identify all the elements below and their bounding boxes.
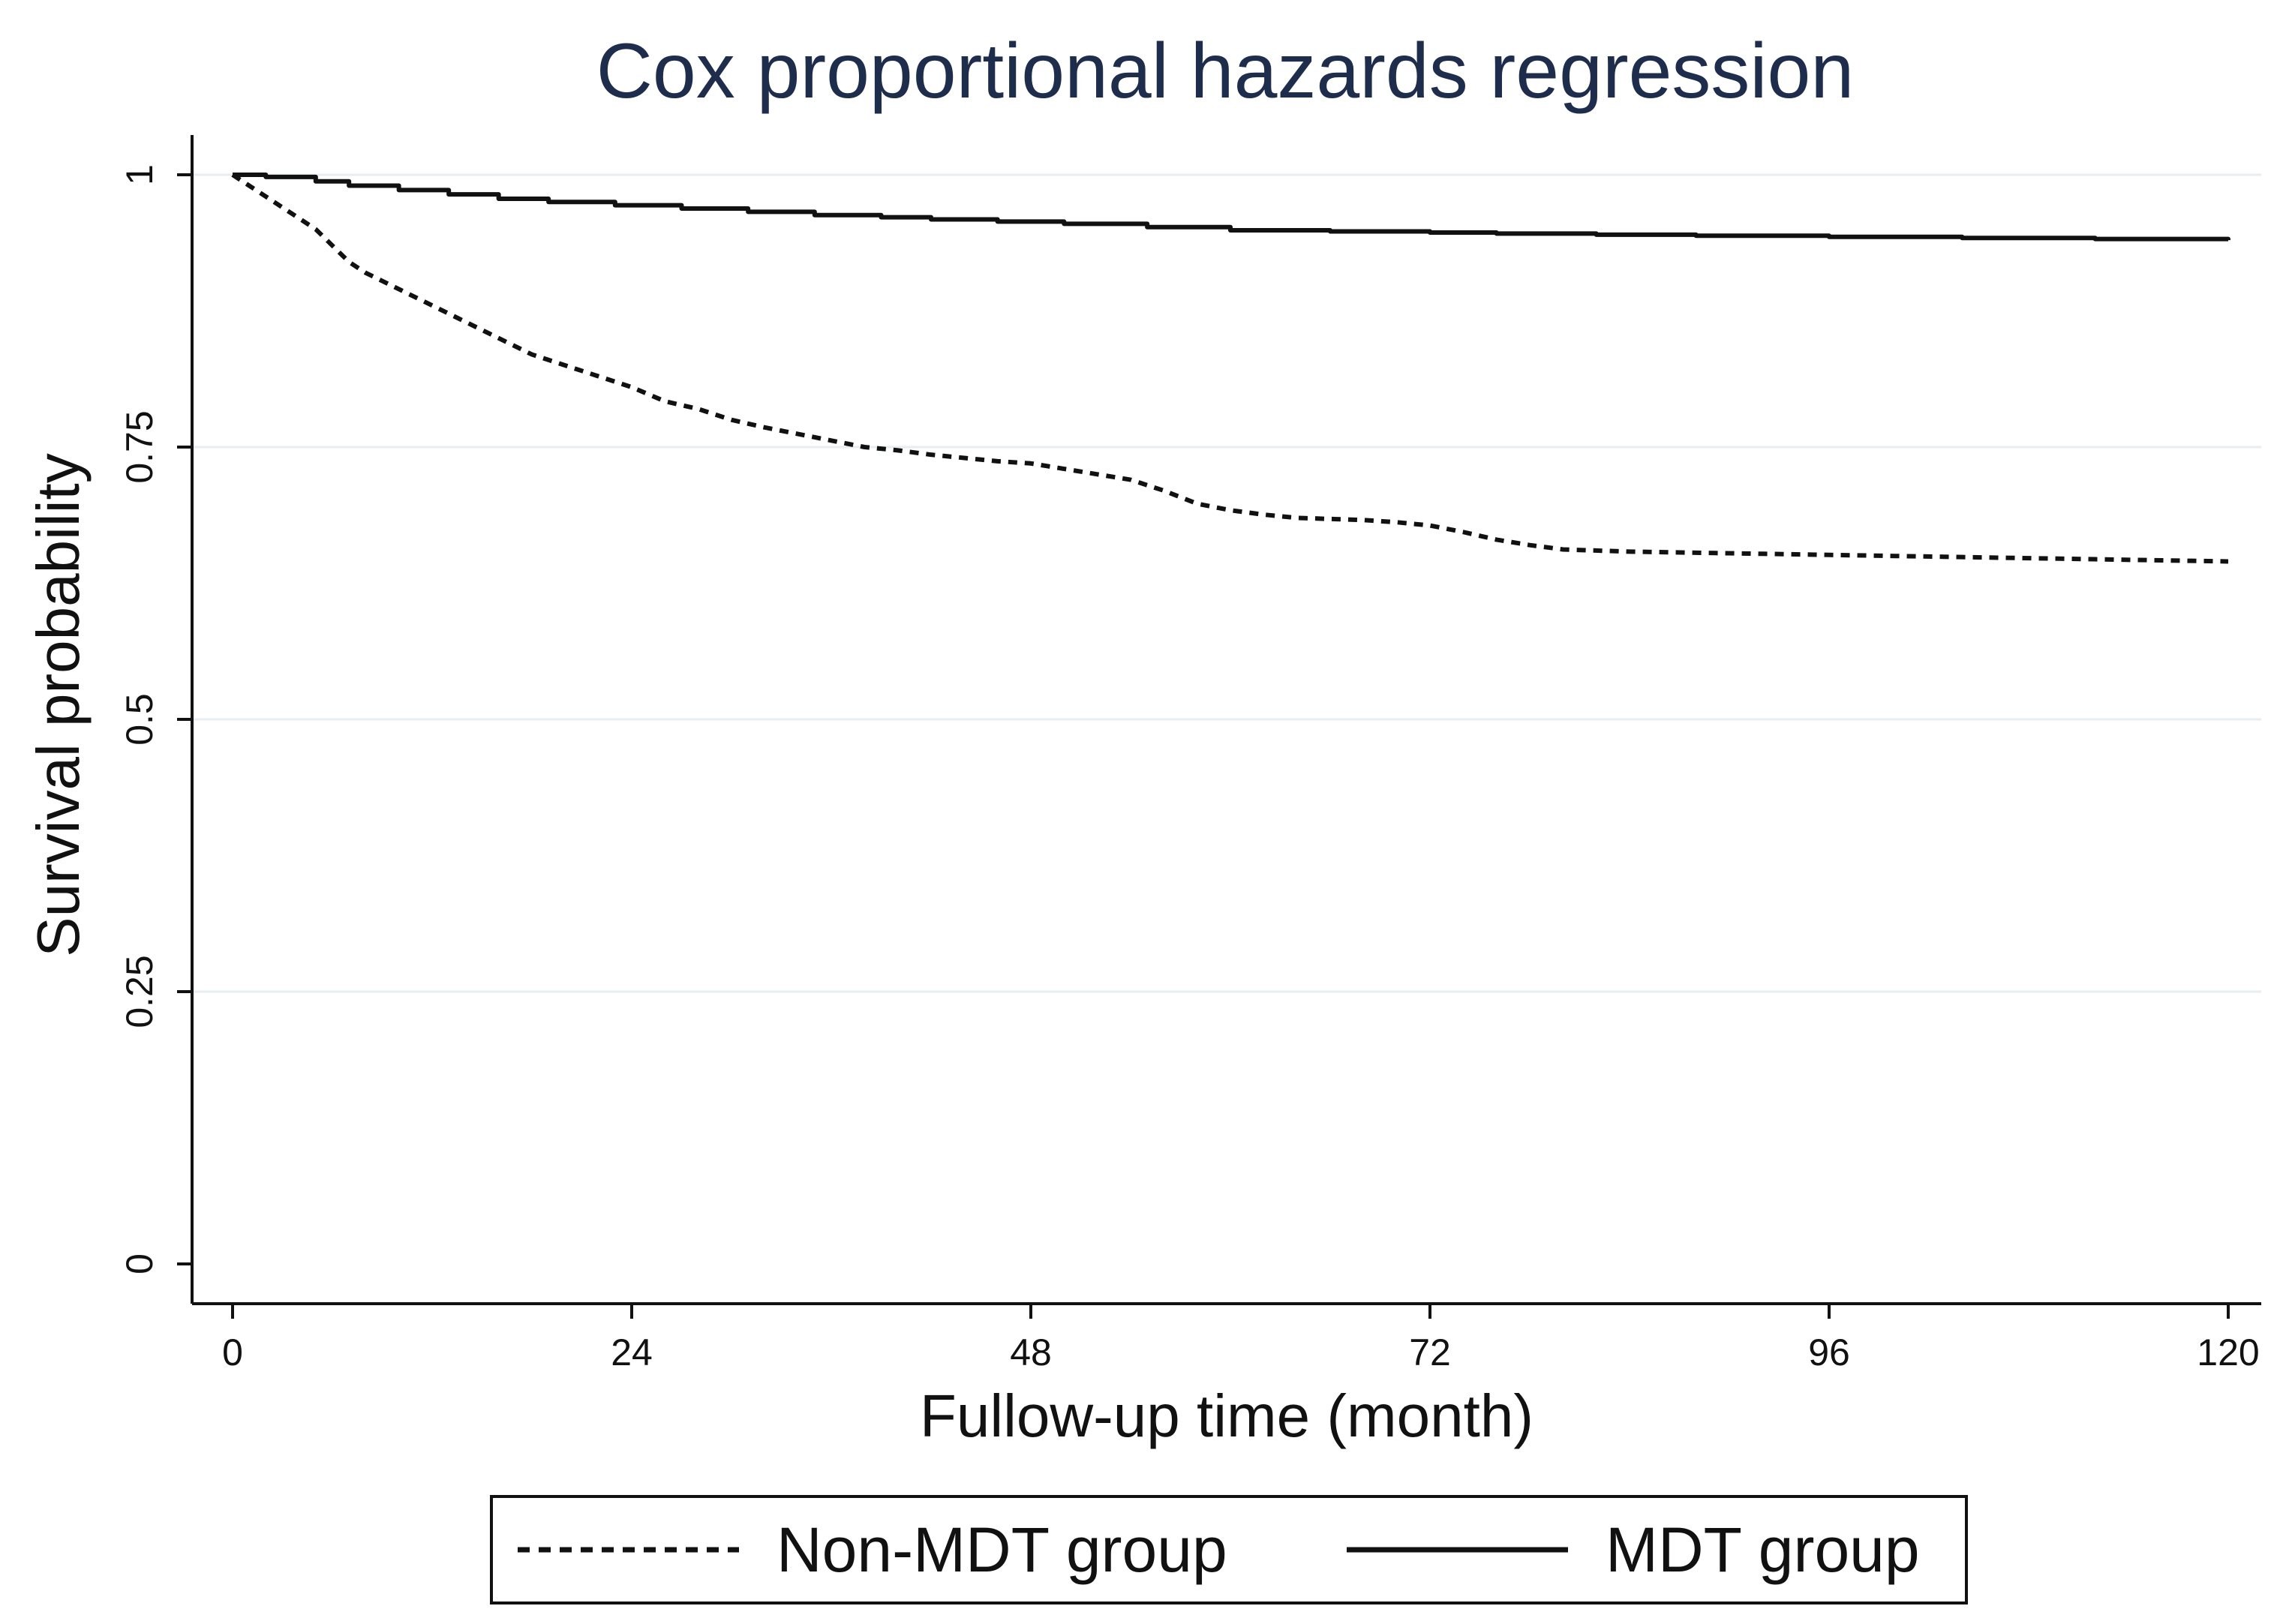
x-tick-label: 0	[222, 1331, 243, 1373]
x-tick-label: 24	[611, 1331, 653, 1373]
legend-label-mdt: MDT group	[1606, 1514, 1920, 1585]
series-line-mdt	[233, 173, 2230, 242]
grid-lines	[192, 173, 2261, 993]
series-line-non-mdt	[231, 173, 2229, 564]
x-tick-label: 96	[1808, 1331, 1850, 1373]
y-axis-ticks: 0 0.25 0.5 0.75 1	[119, 164, 192, 1274]
x-axis-ticks: 0 24 48 72 96 120	[222, 1304, 2260, 1373]
x-tick-label: 48	[1010, 1331, 1052, 1373]
series-layer	[231, 173, 2230, 564]
chart-title: Cox proportional hazards regression	[596, 28, 1854, 115]
x-tick-label: 72	[1409, 1331, 1451, 1373]
x-tick-label: 120	[2197, 1331, 2259, 1373]
y-tick-label: 0.25	[119, 955, 161, 1028]
y-tick-label: 0.5	[119, 693, 161, 746]
legend-label-non-mdt: Non-MDT group	[777, 1514, 1227, 1585]
y-tick-label: 0.75	[119, 410, 161, 483]
y-axis-title: Survival probability	[25, 453, 92, 956]
x-axis-title: Fullow-up time (month)	[920, 1382, 1534, 1449]
y-tick-label: 1	[119, 164, 161, 185]
y-tick-label: 0	[119, 1253, 161, 1274]
legend: Non-MDT group MDT group	[490, 1495, 1968, 1604]
